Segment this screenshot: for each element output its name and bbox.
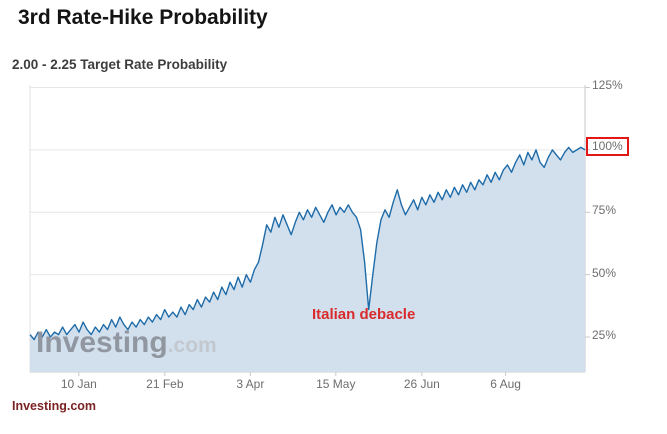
source-credit: Investing.com	[12, 399, 97, 413]
watermark-text: Investing	[36, 326, 168, 359]
x-axis-tick-label: 21 Feb	[146, 377, 184, 391]
x-axis-tick-label: 3 Apr	[236, 377, 265, 391]
y-axis-tick-label: 50%	[592, 265, 617, 280]
y-axis-tick-label-highlighted: 100%	[586, 136, 629, 156]
x-axis-tick-label: 6 Aug	[490, 377, 521, 391]
watermark-suffix: .com	[167, 334, 217, 357]
y-axis-tick-label: 125%	[592, 78, 623, 93]
page-title: 3rd Rate-Hike Probability	[18, 6, 268, 29]
x-axis-tick-label: 26 Jun	[403, 377, 440, 391]
x-axis-tick-label: 10 Jan	[60, 377, 97, 391]
investing-watermark: Investing.com	[36, 326, 217, 360]
italian-debacle-annotation: Italian debacle	[311, 305, 416, 323]
chart-subtitle: 2.00 - 2.25 Target Rate Probability	[12, 57, 228, 72]
x-axis-tick-label: 15 May	[316, 377, 356, 391]
y-axis-tick-label: 75%	[592, 203, 617, 218]
y-axis-tick-label: 25%	[592, 328, 617, 343]
